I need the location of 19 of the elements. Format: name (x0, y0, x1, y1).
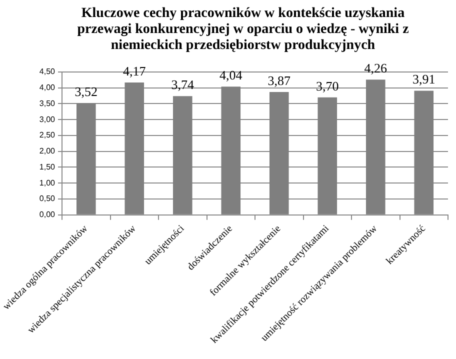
y-tick-label: 0,50 (39, 194, 56, 204)
y-tick-label: 1,50 (39, 162, 56, 172)
data-label: 4,04 (220, 68, 243, 83)
y-tick-label: 1,00 (39, 178, 56, 188)
y-tick-label: 4,00 (39, 83, 56, 92)
data-label: 3,52 (74, 84, 98, 100)
y-tick-label: 2,00 (39, 146, 56, 156)
y-tick-label: 4,50 (39, 67, 56, 76)
data-label: 3,91 (412, 72, 436, 87)
data-label: 3,70 (316, 78, 339, 94)
data-label: 3,74 (171, 77, 195, 92)
chart-title: Kluczowe cechy pracowników w kontekście uzyskania przewagi konkurencyjnej w oparciu o wiedzę - wyniki z niemieckich przedsiębiorstw produkcyjnych (76, 5, 410, 54)
y-tick-label: 3,50 (39, 98, 56, 108)
data-label: 4,26 (364, 60, 388, 76)
data-label: 4,17 (123, 63, 146, 78)
y-tick-label: 2,50 (39, 130, 56, 140)
data-label: 3,87 (268, 72, 292, 88)
y-tick-label: 3,00 (39, 114, 56, 124)
y-tick-label: 0,00 (39, 210, 56, 220)
